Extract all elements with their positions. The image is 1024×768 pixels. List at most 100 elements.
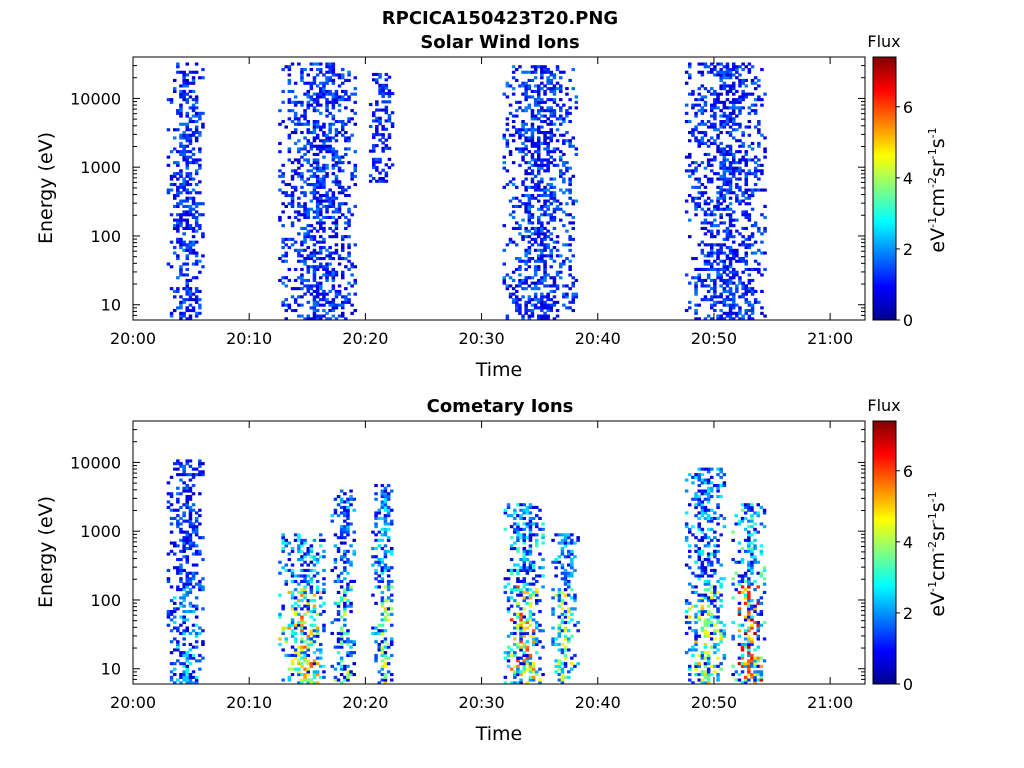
heatmap-cell [700,681,705,684]
heatmap-cell [194,229,199,233]
heatmap-cell [722,114,727,118]
heatmap-cell [281,254,285,258]
heatmap-cell [336,495,341,499]
heatmap-cell [331,303,336,307]
heatmap-cell [384,92,389,96]
heatmap-cell [728,117,733,121]
heatmap-cell [194,533,199,537]
heatmap-cell [182,588,186,592]
heatmap-cell [684,538,689,542]
heatmap-cell [533,196,538,200]
heatmap-cell [303,292,307,296]
heatmap-cell [328,215,332,219]
heatmap-cell [552,163,557,167]
heatmap-cell [173,147,177,151]
heatmap-cell [333,601,338,605]
heatmap-cell [515,128,519,132]
heatmap-cell [191,152,196,156]
heatmap-cell [710,109,714,113]
heatmap-cell [528,618,533,622]
heatmap-cell [287,98,292,102]
heatmap-cell [719,309,723,313]
heatmap-cell [694,492,698,496]
heatmap-cell [194,314,199,318]
heatmap-cell [563,601,568,605]
heatmap-cell [753,251,758,255]
heatmap-cell [741,92,745,96]
heatmap-cell [741,259,745,263]
heatmap-cell [728,303,733,307]
heatmap-cell [173,89,177,93]
heatmap-cell [176,642,180,646]
heatmap-cell [309,183,314,187]
heatmap-cell [182,662,186,666]
heatmap-cell [543,226,547,230]
heatmap-cell [185,667,189,671]
heatmap-cell [312,317,317,320]
heatmap-cell [725,267,730,271]
heatmap-cell [562,303,566,307]
heatmap-cell [521,287,525,291]
heatmap-cell [735,185,739,189]
heatmap-cell [519,588,523,592]
heatmap-cell [741,141,745,145]
heatmap-cell [380,678,385,682]
heatmap-cell [521,122,525,126]
heatmap-cell [374,492,378,496]
heatmap-cell [300,174,304,178]
heatmap-cell [516,626,520,630]
heatmap-cell [533,281,538,285]
heatmap-cell [173,681,177,684]
heatmap-cell [700,139,705,143]
heatmap-cell [722,577,727,581]
heatmap-cell [334,174,339,178]
heatmap-cell [706,670,711,674]
heatmap-cell [387,119,392,123]
heatmap-cell [760,232,764,236]
heatmap-cell [533,158,538,162]
heatmap-cell [535,514,539,518]
heatmap-cell [549,213,553,217]
heatmap-cell [303,194,307,198]
heatmap-cell [722,122,727,126]
heatmap-cell [508,133,513,137]
heatmap-cell [706,243,711,247]
heatmap-cell [527,251,532,255]
heatmap-cell [337,257,342,261]
heatmap-cell [198,147,202,151]
heatmap-cell [188,150,193,154]
heatmap-cell [325,207,329,211]
heatmap-cell [278,150,282,154]
heatmap-cell [570,571,574,575]
heatmap-cell [303,191,307,195]
heatmap-cell [191,623,196,627]
heatmap-cell [525,653,530,657]
heatmap-cell [528,536,533,540]
heatmap-cell [735,114,739,118]
heatmap-cell [182,240,186,244]
heatmap-cell [740,577,745,581]
heatmap-cell [191,522,196,526]
heatmap-cell [194,467,199,471]
heatmap-cell [750,207,755,211]
heatmap-cell [728,188,733,192]
heatmap-cell [713,92,717,96]
heatmap-cell [757,144,761,148]
heatmap-cell [194,215,199,219]
heatmap-cell [198,464,202,468]
heatmap-cell [278,571,282,575]
heatmap-cell [562,141,566,145]
heatmap-cell [741,155,745,159]
heatmap-cell [740,664,745,668]
heatmap-cell [503,656,508,660]
heatmap-cell [540,306,544,310]
heatmap-cell [565,92,569,96]
heatmap-cell [703,544,708,548]
heatmap-cell [173,224,177,228]
heatmap-cell [719,582,723,586]
heatmap-cell [185,298,189,302]
heatmap-cell [173,226,177,230]
heatmap-cell [757,78,761,82]
heatmap-cell [173,87,177,91]
heatmap-cell [383,492,388,496]
